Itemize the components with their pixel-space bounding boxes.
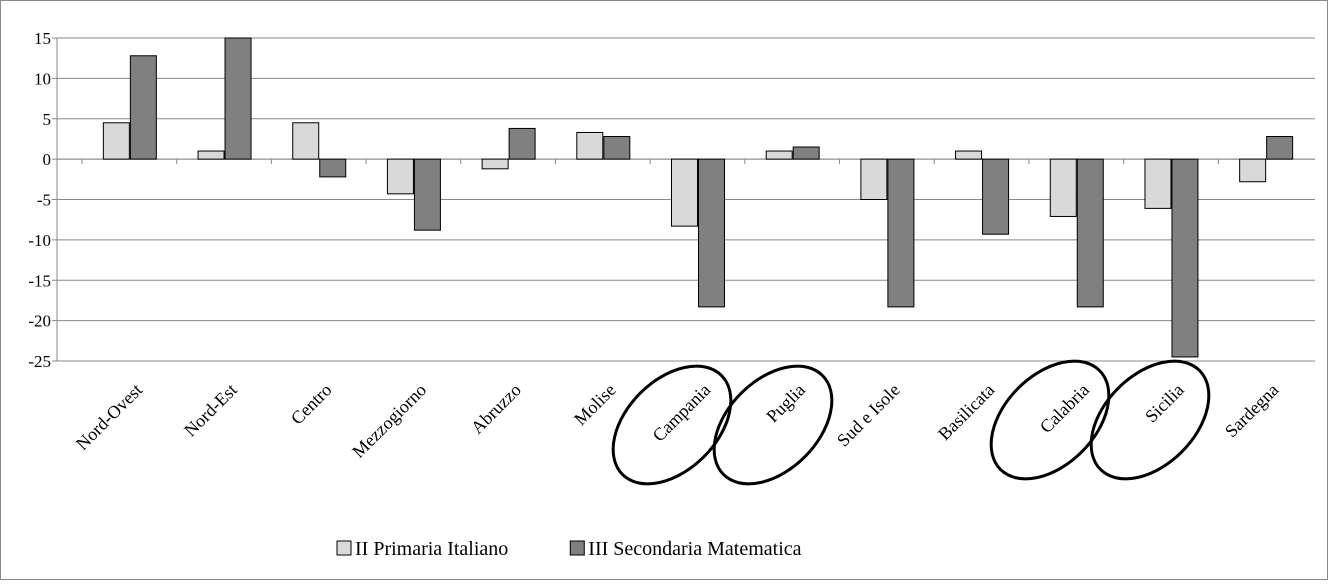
bar <box>1171 158 1199 358</box>
bar <box>319 158 347 178</box>
bar <box>1239 158 1267 183</box>
legend: II Primaria Italiano III Secondaria Matem… <box>336 538 802 560</box>
ellipse <box>989 359 1111 481</box>
bar <box>1144 158 1172 209</box>
legend-label: III Secondaria Matematica <box>588 538 801 560</box>
y-tick-label: 0 <box>43 150 52 169</box>
y-tick-label: -5 <box>37 191 51 210</box>
y-tick-label: -15 <box>28 271 51 290</box>
ellipse <box>611 364 733 486</box>
bar <box>792 146 820 160</box>
bar <box>860 158 888 200</box>
bar <box>292 122 320 160</box>
bar <box>102 122 130 160</box>
bar <box>698 158 725 308</box>
bar <box>887 158 915 308</box>
ellipse <box>1089 359 1211 481</box>
bar <box>671 158 698 227</box>
ellipse <box>712 364 834 486</box>
bar <box>1076 158 1104 308</box>
bar <box>413 158 441 231</box>
bar <box>197 150 225 160</box>
bar <box>955 150 983 160</box>
legend-swatch <box>336 540 352 556</box>
bar <box>224 37 252 160</box>
y-tick-label: -25 <box>28 352 51 371</box>
legend-swatch <box>569 540 585 556</box>
bar <box>982 158 1010 235</box>
bar <box>508 127 536 160</box>
y-tick-label: -10 <box>28 231 51 250</box>
bar <box>1266 136 1294 160</box>
highlight-ellipses <box>611 359 1211 486</box>
bar <box>1049 158 1077 217</box>
y-tick-label: 5 <box>43 110 52 129</box>
y-tick-label: 15 <box>34 29 51 48</box>
bar <box>765 150 793 160</box>
bar <box>603 136 631 160</box>
bar <box>481 158 509 170</box>
bar <box>129 55 157 160</box>
y-tick-label: -20 <box>28 312 51 331</box>
legend-label: II Primaria Italiano <box>355 538 508 560</box>
bar <box>576 131 604 160</box>
bar <box>386 158 414 195</box>
y-tick-label: 10 <box>34 69 51 88</box>
